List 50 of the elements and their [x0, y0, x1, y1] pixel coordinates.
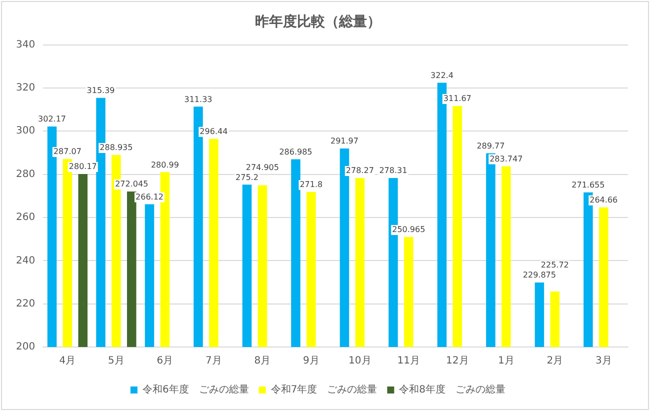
- data-label: 286.985: [279, 147, 312, 156]
- legend-label: 令和8年度 ごみの総量: [399, 384, 506, 396]
- data-label: 266.12: [136, 192, 164, 202]
- data-label: 250.965: [392, 225, 426, 234]
- x-tick-label: 12月: [446, 356, 469, 367]
- x-tick-label: 4月: [59, 356, 76, 367]
- x-tick-label: 1月: [498, 356, 514, 367]
- y-tick-label: 280: [16, 168, 36, 180]
- data-label: 264.66: [590, 196, 618, 205]
- data-label: 311.67: [443, 94, 472, 104]
- data-label: 283.747: [490, 154, 523, 164]
- y-tick-label: 240: [16, 255, 36, 266]
- y-tick-label: 320: [16, 82, 36, 94]
- y-tick-label: 260: [16, 212, 36, 224]
- legend-label: 令和6年度 ごみの総量: [142, 384, 249, 396]
- data-label: 229.875: [522, 270, 556, 280]
- data-label: 275.2: [236, 172, 258, 182]
- x-tick-label: 11月: [397, 356, 420, 367]
- data-label: 280.99: [150, 160, 179, 170]
- x-tick-label: 10月: [348, 356, 372, 367]
- x-tick-label: 8月: [254, 356, 271, 367]
- data-label: 280.17: [68, 162, 97, 172]
- legend-label: 令和7年度 ごみの総量: [270, 384, 378, 396]
- data-label: 311.33: [184, 94, 212, 104]
- data-label: 289.77: [476, 141, 505, 150]
- x-tick-label: 6月: [156, 356, 174, 367]
- data-label: 225.72: [540, 260, 569, 270]
- x-tick-label: 2月: [546, 356, 564, 367]
- x-tick-label: 7月: [206, 356, 222, 367]
- data-label: 315.39: [86, 86, 115, 95]
- y-tick-label: 300: [16, 126, 36, 137]
- data-label: 271.8: [300, 180, 323, 190]
- x-tick-label: 3月: [595, 356, 612, 367]
- y-tick-label: 340: [16, 39, 36, 50]
- data-label: 271.655: [572, 180, 605, 190]
- data-label: 302.17: [38, 114, 66, 124]
- data-label: 274.905: [246, 162, 279, 172]
- y-tick-label: 200: [16, 342, 36, 353]
- x-tick-label: 5月: [108, 356, 124, 367]
- data-label: 322.4: [430, 70, 454, 80]
- data-label: 272.045: [115, 180, 148, 189]
- data-label: 291.97: [330, 136, 358, 146]
- data-label: 296.44: [200, 126, 228, 136]
- data-label: 287.07: [53, 147, 82, 156]
- data-label: 278.31: [379, 166, 408, 176]
- data-label: 278.27: [346, 166, 374, 176]
- data-label: 288.935: [100, 143, 133, 152]
- chart-title: 昨年度比較（総量）: [255, 13, 381, 30]
- x-tick-label: 9月: [302, 356, 320, 367]
- y-tick-label: 220: [16, 298, 36, 310]
